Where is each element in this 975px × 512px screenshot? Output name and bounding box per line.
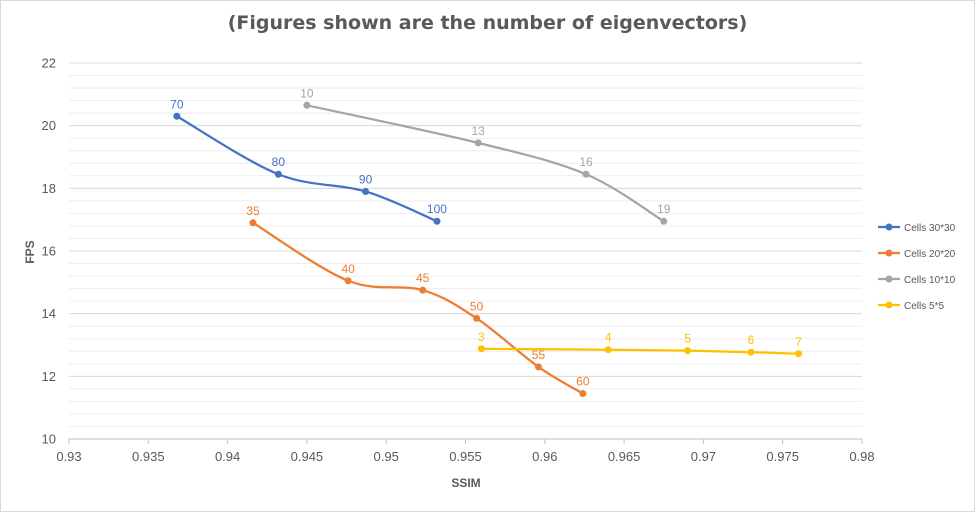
data-point <box>274 170 282 178</box>
data-label: 60 <box>576 375 590 389</box>
legend: Cells 30*30 Cells 20*20 Cells 10*10 Cells 5… <box>878 223 956 312</box>
data-label: 3 <box>478 330 485 344</box>
data-label: 80 <box>272 155 286 169</box>
x-tick-label: 0.975 <box>766 449 799 464</box>
y-tick-label: 18 <box>42 181 56 196</box>
axes <box>68 438 863 444</box>
data-point <box>474 139 482 147</box>
x-tick-label: 0.96 <box>532 449 557 464</box>
x-tick-label: 0.94 <box>215 449 240 464</box>
series-line <box>252 221 584 395</box>
series-1: 35 40 45 50 55 60 <box>246 204 590 398</box>
x-tick-label: 0.955 <box>449 449 482 464</box>
data-point <box>747 348 755 356</box>
x-tick-label: 0.97 <box>691 449 716 464</box>
series-line <box>306 104 665 223</box>
y-tick-label: 12 <box>42 369 56 384</box>
data-label: 90 <box>359 172 373 186</box>
data-label: 45 <box>416 271 430 285</box>
legend-swatch-marker <box>885 275 893 283</box>
data-label: 10 <box>300 86 314 100</box>
data-label: 19 <box>657 202 671 216</box>
data-point <box>660 217 668 225</box>
x-tick-label: 0.935 <box>132 449 165 464</box>
legend-swatch-marker <box>885 301 893 309</box>
data-point <box>534 363 542 371</box>
data-point <box>684 347 692 355</box>
data-point <box>303 101 311 109</box>
data-point <box>579 390 587 398</box>
data-point <box>362 187 370 195</box>
legend-item: Cells 20*20 <box>878 249 956 260</box>
data-label: 6 <box>748 333 755 347</box>
x-tick-label: 0.93 <box>56 449 81 464</box>
data-label: 35 <box>246 204 260 218</box>
y-axis-title: FPS <box>23 240 37 263</box>
data-label: 16 <box>579 155 593 169</box>
data-label: 7 <box>795 335 802 349</box>
x-tick-label: 0.945 <box>291 449 324 464</box>
legend-swatch-marker <box>885 223 893 231</box>
legend-label: Cells 10*10 <box>904 275 956 286</box>
data-point <box>249 219 257 227</box>
legend-label: Cells 30*30 <box>904 223 956 234</box>
data-point <box>173 112 181 120</box>
data-point <box>795 350 803 358</box>
series-3: 3 4 5 6 7 <box>477 330 803 358</box>
data-label: 100 <box>427 202 447 216</box>
data-point <box>604 346 612 354</box>
series-2: 10 13 16 19 <box>300 86 671 225</box>
data-point <box>473 314 481 322</box>
tick-labels: 10 12 14 16 18 20 22 0.93 0.935 0.94 0.945 0.95 0.95… <box>42 56 875 465</box>
x-tick-label: 0.95 <box>374 449 399 464</box>
legend-label: Cells 5*5 <box>904 301 944 312</box>
data-label: 13 <box>472 124 486 138</box>
data-label: 50 <box>470 299 484 313</box>
y-tick-label: 10 <box>42 432 56 447</box>
data-point <box>433 217 441 225</box>
y-tick-label: 16 <box>42 244 56 259</box>
major-gridlines <box>69 62 862 440</box>
legend-swatch-marker <box>885 249 893 257</box>
data-point <box>419 286 427 294</box>
data-label: 70 <box>170 97 184 111</box>
legend-item: Cells 30*30 <box>878 223 956 234</box>
data-label: 40 <box>341 262 355 276</box>
series-line <box>481 347 799 355</box>
data-label: 55 <box>532 348 546 362</box>
y-tick-label: 14 <box>42 306 56 321</box>
data-label: 5 <box>684 332 691 346</box>
x-tick-label: 0.965 <box>608 449 641 464</box>
legend-item: Cells 10*10 <box>878 275 956 286</box>
data-label: 4 <box>605 331 612 345</box>
data-point <box>582 170 590 178</box>
x-axis-title: SSIM <box>451 476 480 490</box>
y-tick-label: 22 <box>42 56 56 71</box>
legend-item: Cells 5*5 <box>878 301 944 312</box>
data-point <box>477 345 485 353</box>
series-line <box>176 115 438 223</box>
y-tick-label: 20 <box>42 118 56 133</box>
legend-label: Cells 20*20 <box>904 249 956 260</box>
x-tick-label: 0.98 <box>849 449 874 464</box>
chart-title: (Figures shown are the number of eigenve… <box>227 12 748 34</box>
data-point <box>344 277 352 285</box>
series-0: 70 80 90 100 <box>170 97 447 225</box>
